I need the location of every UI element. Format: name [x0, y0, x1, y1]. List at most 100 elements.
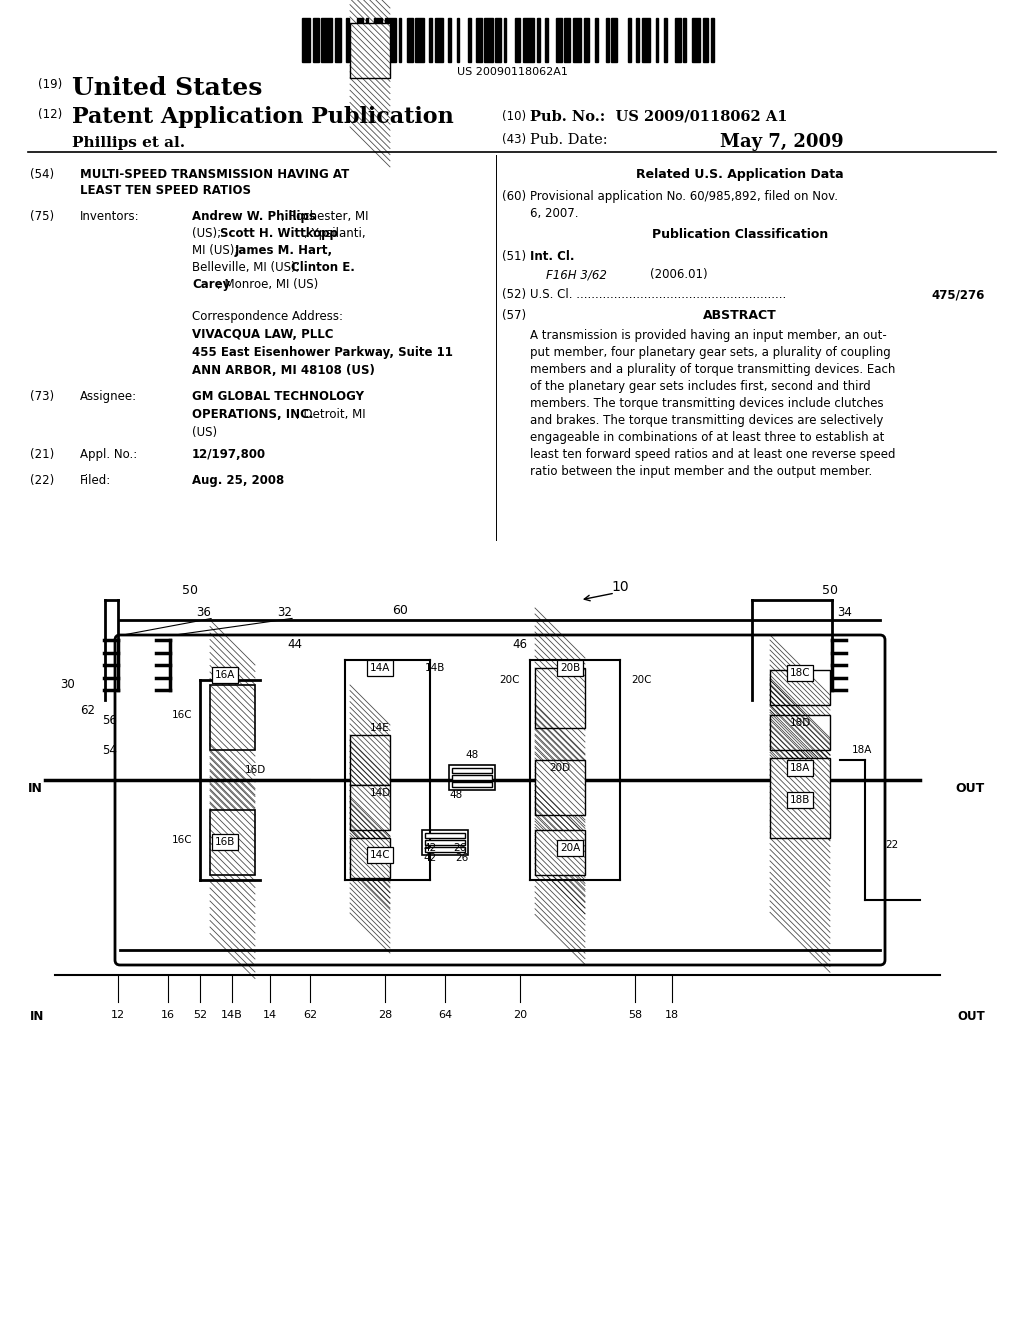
Text: MI (US);: MI (US);	[193, 244, 242, 257]
Bar	[322, 18, 333, 62]
Text: Publication Classification: Publication Classification	[652, 228, 828, 242]
Bar	[346, 18, 349, 62]
Bar	[770, 715, 830, 750]
Text: GM GLOBAL TECHNOLOGY: GM GLOBAL TECHNOLOGY	[193, 389, 364, 403]
Bar	[628, 18, 631, 62]
Bar	[523, 18, 535, 62]
Text: Scott H. Wittkopp: Scott H. Wittkopp	[220, 227, 338, 240]
Bar	[385, 18, 396, 62]
Text: Belleville, MI (US);: Belleville, MI (US);	[193, 261, 303, 275]
Text: U.S. Cl. ........................................................: U.S. Cl. ...............................…	[530, 288, 786, 301]
Bar	[398, 18, 401, 62]
Bar	[374, 18, 382, 62]
Text: Assignee:: Assignee:	[80, 389, 137, 403]
Text: 16B: 16B	[215, 837, 236, 847]
Text: 12: 12	[111, 1010, 125, 1020]
Text: Clinton E.: Clinton E.	[291, 261, 354, 275]
Text: 26: 26	[454, 843, 467, 853]
Text: , Detroit, MI: , Detroit, MI	[296, 408, 366, 421]
Bar	[564, 18, 570, 62]
Text: engageable in combinations of at least three to establish at: engageable in combinations of at least t…	[530, 432, 885, 444]
Bar	[425, 847, 465, 851]
Text: 14E: 14E	[370, 723, 390, 733]
Bar	[350, 22, 390, 78]
Text: Int. Cl.: Int. Cl.	[530, 249, 574, 263]
Text: , Ypsilanti,: , Ypsilanti,	[304, 227, 366, 240]
Text: (51): (51)	[502, 249, 526, 263]
Text: 6, 2007.: 6, 2007.	[530, 207, 579, 220]
Text: James M. Hart,: James M. Hart,	[234, 244, 333, 257]
Bar	[452, 781, 492, 787]
Text: 18: 18	[665, 1010, 679, 1020]
Text: IN: IN	[28, 781, 43, 795]
Text: 50: 50	[822, 583, 838, 597]
Text: (US);: (US);	[193, 227, 225, 240]
Text: least ten forward speed ratios and at least one reverse speed: least ten forward speed ratios and at le…	[530, 447, 896, 461]
Bar	[691, 18, 699, 62]
Text: (12): (12)	[38, 108, 62, 121]
Bar	[350, 785, 390, 830]
Bar	[210, 810, 255, 875]
Bar	[535, 668, 585, 729]
Bar	[702, 18, 709, 62]
Bar	[313, 18, 318, 62]
Text: 48: 48	[465, 750, 478, 760]
Bar	[504, 18, 507, 62]
Bar	[457, 18, 460, 62]
Text: 16C: 16C	[172, 836, 193, 845]
Bar	[407, 18, 413, 62]
Text: 16D: 16D	[245, 766, 265, 775]
Text: Andrew W. Phillips: Andrew W. Phillips	[193, 210, 315, 223]
Text: 16: 16	[161, 1010, 175, 1020]
Text: 14B: 14B	[425, 663, 445, 673]
Text: (54): (54)	[30, 168, 54, 181]
Text: United States: United States	[72, 77, 262, 100]
Text: 20B: 20B	[560, 663, 581, 673]
Text: 52: 52	[193, 1010, 207, 1020]
Bar	[496, 18, 501, 62]
Text: (43): (43)	[502, 133, 526, 147]
Text: members and a plurality of torque transmitting devices. Each: members and a plurality of torque transm…	[530, 363, 895, 376]
Text: 56: 56	[102, 714, 118, 726]
Bar	[357, 18, 362, 62]
Text: 20C: 20C	[500, 675, 520, 685]
Bar	[484, 18, 493, 62]
Bar	[350, 838, 390, 878]
Bar	[366, 18, 369, 62]
Text: 10: 10	[611, 579, 629, 594]
Text: LEAST TEN SPEED RATIOS: LEAST TEN SPEED RATIOS	[80, 183, 251, 197]
Text: 20C: 20C	[632, 675, 652, 685]
Text: MULTI-SPEED TRANSMISSION HAVING AT: MULTI-SPEED TRANSMISSION HAVING AT	[80, 168, 349, 181]
Text: (2006.01): (2006.01)	[650, 268, 708, 281]
Text: 42: 42	[423, 853, 436, 863]
Text: 64: 64	[438, 1010, 452, 1020]
Bar	[429, 18, 432, 62]
Text: 14C: 14C	[370, 850, 390, 861]
Text: (19): (19)	[38, 78, 62, 91]
Text: 32: 32	[278, 606, 293, 619]
Text: A transmission is provided having an input member, an out-: A transmission is provided having an inp…	[530, 329, 887, 342]
Text: Phillips et al.: Phillips et al.	[72, 136, 185, 150]
Text: 36: 36	[197, 606, 211, 619]
Bar	[655, 18, 658, 62]
Bar	[335, 18, 341, 62]
Text: (22): (22)	[30, 474, 54, 487]
Bar	[449, 766, 495, 789]
Text: 20: 20	[513, 1010, 527, 1020]
Bar	[452, 768, 492, 774]
Text: put member, four planetary gear sets, a plurality of coupling: put member, four planetary gear sets, a …	[530, 346, 891, 359]
Text: 18A: 18A	[790, 763, 810, 774]
Text: of the planetary gear sets includes first, second and third: of the planetary gear sets includes firs…	[530, 380, 870, 393]
Text: 58: 58	[628, 1010, 642, 1020]
Bar	[425, 833, 465, 838]
Text: 14B: 14B	[221, 1010, 243, 1020]
Bar	[770, 758, 830, 838]
Bar	[675, 18, 681, 62]
Bar	[683, 18, 686, 62]
Text: Correspondence Address:: Correspondence Address:	[193, 310, 343, 323]
Text: OUT: OUT	[957, 1010, 985, 1023]
Text: 50: 50	[182, 583, 198, 597]
Text: (52): (52)	[502, 288, 526, 301]
Bar	[636, 18, 639, 62]
Bar	[572, 18, 581, 62]
